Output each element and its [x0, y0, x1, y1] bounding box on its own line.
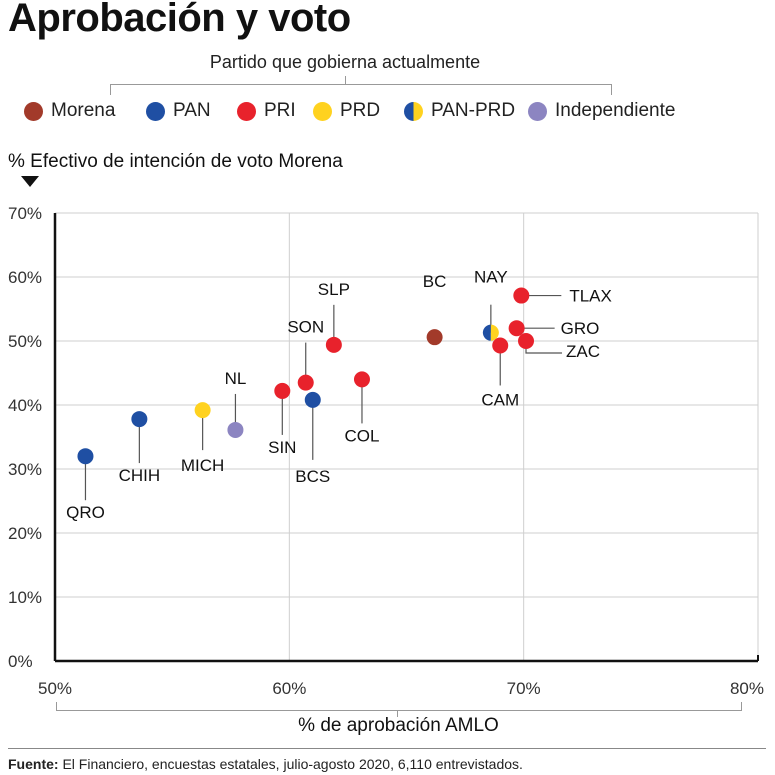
point-col — [353, 371, 370, 388]
y-tick-label: 40% — [8, 396, 42, 415]
point-nay-left-half — [482, 324, 491, 341]
point-label-zac: ZAC — [566, 342, 600, 361]
axis-layer: 0% 10% 20% 30% 40% 50% 60% 70% 50% 60% 70% 80% — [8, 204, 764, 695]
legend-dot-pri — [237, 101, 256, 121]
point-nay-right-half — [490, 324, 499, 341]
x-tick-label: 60% — [272, 679, 306, 695]
point-label-mich: MICH — [181, 456, 224, 475]
legend-label-pan-prd: PAN-PRD — [431, 100, 516, 121]
x-tick-label: 50% — [38, 679, 72, 695]
y-tick-label: 10% — [8, 588, 42, 607]
y-tick-label: 20% — [8, 524, 42, 543]
point-label-son: SON — [287, 318, 324, 337]
point-bcs — [304, 391, 321, 408]
legend-dot-prd — [313, 101, 332, 121]
y-tick-label: 50% — [8, 332, 42, 351]
y-axis-title: % Efectivo de intención de voto Morena — [8, 151, 343, 172]
point-label-chih: CHIH — [119, 466, 161, 485]
point-label-slp: SLP — [318, 280, 350, 299]
point-label-sin: SIN — [268, 438, 296, 457]
point-nl — [227, 421, 244, 438]
point-cam — [492, 337, 509, 354]
x-tick-label: 70% — [507, 679, 541, 695]
legend-label-morena: Morena — [51, 100, 116, 121]
legend-label-independiente: Independiente — [555, 100, 676, 121]
point-tlax — [513, 287, 530, 304]
legend-bracket-stem — [345, 76, 346, 84]
legend-item-pan-prd: PAN-PRD — [404, 100, 515, 122]
x-axis-bracket-stem — [397, 710, 398, 717]
y-tick-label: 30% — [8, 460, 42, 479]
footer-rule — [8, 748, 766, 749]
legend-dot-independiente — [528, 101, 547, 121]
point-label-cam: CAM — [481, 390, 519, 409]
point-label-bc: BC — [423, 272, 447, 291]
x-tick-label: 80% — [730, 679, 764, 695]
legend-item-prd: PRD — [313, 100, 380, 122]
point-bc — [426, 329, 443, 346]
y-tick-label: 70% — [8, 204, 42, 223]
legend-dot-morena — [24, 101, 43, 121]
point-zac — [518, 333, 535, 349]
point-label-col: COL — [344, 426, 379, 445]
legend-item-independiente: Independiente — [528, 100, 675, 122]
label-layer: QRO CHIH MICH NL SIN SON BCS SLP COL BC NAY CAM GRO T… — [66, 268, 612, 523]
point-nay — [482, 324, 499, 341]
point-label-gro: GRO — [561, 319, 600, 338]
y-axis-arrow-icon — [21, 176, 39, 187]
source-note: Fuente: El Financiero, encuestas estatal… — [8, 756, 523, 772]
point-chih — [131, 411, 148, 428]
scatter-plot: 0% 10% 20% 30% 40% 50% 60% 70% 50% 60% 70% 80% QRO C… — [8, 204, 764, 695]
legend-bracket — [110, 84, 612, 95]
point-sin — [274, 382, 291, 399]
y-tick-label: 60% — [8, 268, 42, 287]
legend-label-prd: PRD — [340, 100, 381, 121]
y-tick-label: 0% — [8, 652, 33, 671]
grid-layer — [55, 212, 759, 661]
legend-label-pri: PRI — [264, 100, 296, 121]
legend-label-pan: PAN — [173, 100, 211, 121]
legend-dot-pan — [146, 101, 165, 121]
chart-title: Aprobación y voto — [8, 0, 351, 40]
source-label: Fuente: — [8, 756, 59, 772]
source-text: El Financiero, encuestas estatales, juli… — [58, 756, 523, 772]
point-gro — [508, 320, 525, 337]
point-son — [297, 374, 314, 391]
point-qro — [77, 448, 94, 465]
legend-heading: Partido que gobierna actualmente — [209, 52, 481, 72]
x-axis-bracket — [56, 702, 742, 711]
legend-item-pri: PRI — [237, 100, 296, 122]
point-label-qro: QRO — [66, 503, 105, 522]
point-layer — [77, 287, 535, 465]
legend-item-morena: Morena — [24, 100, 115, 122]
point-label-bcs: BCS — [295, 467, 330, 486]
point-label-nay: NAY — [474, 268, 508, 287]
legend-dot-pan-prd — [404, 101, 423, 121]
point-slp — [325, 336, 342, 353]
x-axis-title: % de aprobación AMLO — [298, 715, 499, 736]
point-mich — [194, 402, 211, 419]
point-label-nl: NL — [225, 369, 247, 388]
point-label-tlax: TLAX — [569, 287, 612, 306]
legend-item-pan: PAN — [146, 100, 211, 122]
